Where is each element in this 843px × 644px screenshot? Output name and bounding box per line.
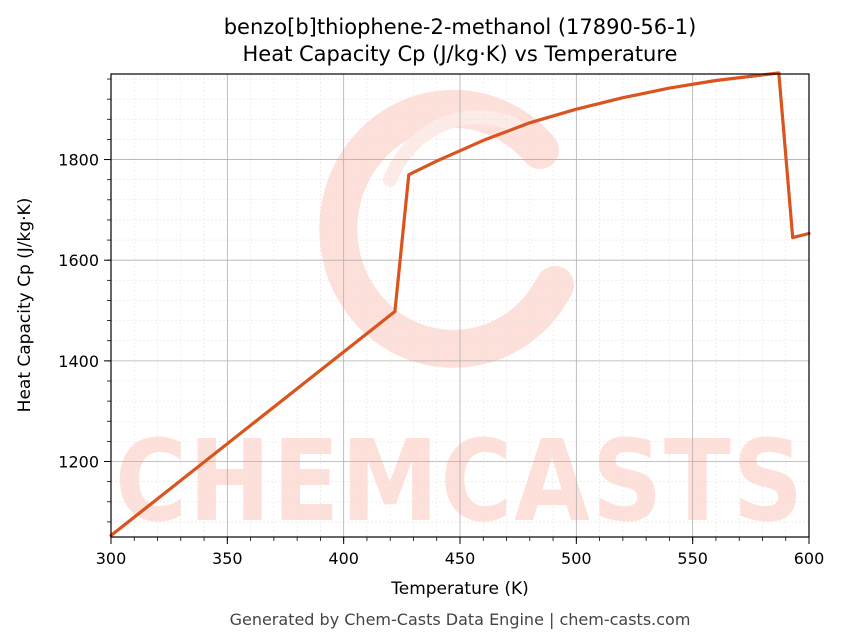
series-group bbox=[109, 71, 811, 538]
x-tick-label: 300 bbox=[96, 549, 127, 568]
x-tick-label: 600 bbox=[794, 549, 825, 568]
x-tick-label: 400 bbox=[328, 549, 359, 568]
watermark: CHEMCASTS bbox=[115, 89, 805, 547]
y-tick-label: 1600 bbox=[58, 251, 99, 270]
watermark-logo bbox=[319, 89, 574, 368]
x-axis: 300 350 400 450 500 550 600 bbox=[96, 537, 825, 568]
x-tick-label: 500 bbox=[561, 549, 592, 568]
footer-credit: Generated by Chem-Casts Data Engine | ch… bbox=[230, 610, 691, 629]
series-line bbox=[109, 71, 811, 538]
x-axis-label: Temperature (K) bbox=[390, 579, 529, 599]
chart-title-line1: benzo[b]thiophene-2-methanol (17890-56-1… bbox=[224, 15, 697, 39]
x-tick-label: 550 bbox=[677, 549, 708, 568]
y-tick-label: 1400 bbox=[58, 352, 99, 371]
x-tick-label: 450 bbox=[445, 549, 476, 568]
watermark-text: CHEMCASTS bbox=[115, 417, 805, 547]
y-tick-label: 1800 bbox=[58, 151, 99, 170]
chart-title-line2: Heat Capacity Cp (J/kg·K) vs Temperature bbox=[243, 42, 678, 66]
x-tick-label: 350 bbox=[212, 549, 243, 568]
y-tick-label: 1200 bbox=[58, 453, 99, 472]
y-axis: 1200 1400 1600 1800 bbox=[58, 78, 111, 523]
y-axis-label: Heat Capacity Cp (J/kg·K) bbox=[15, 198, 35, 413]
